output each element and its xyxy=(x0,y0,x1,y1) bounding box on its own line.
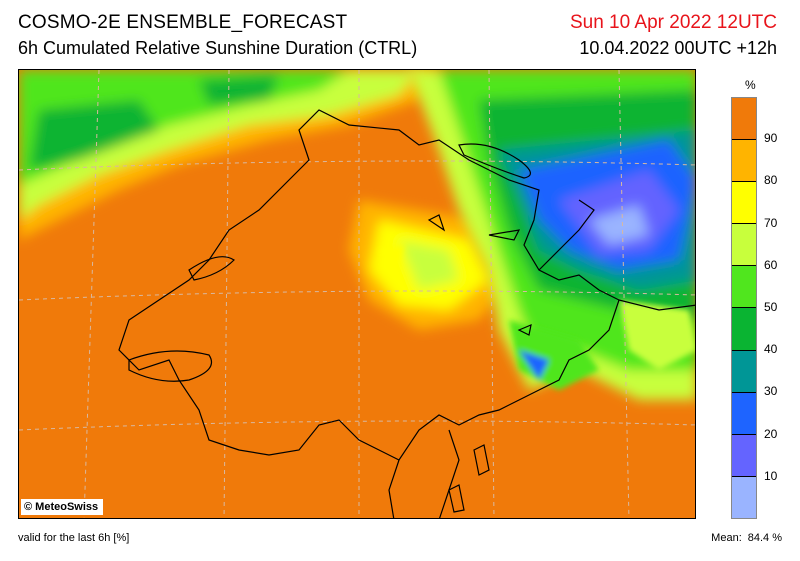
cloud-field-south xyxy=(379,245,695,390)
copyright-label: © MeteoSwiss xyxy=(21,499,104,515)
colorbar-segment xyxy=(732,182,756,225)
map-canvas xyxy=(19,70,695,518)
colorbar xyxy=(731,97,757,519)
colorbar-segment xyxy=(732,266,756,309)
colorbar-unit: % xyxy=(745,78,756,92)
colorbar-tick-label: 70 xyxy=(764,215,778,230)
chart-title: COSMO-2E ENSEMBLE_FORECAST xyxy=(18,12,348,33)
cloud-field-east xyxy=(409,70,695,400)
colorbar-tick-label: 50 xyxy=(764,300,778,314)
lat-lon-grid xyxy=(19,70,695,518)
cloud-field-north xyxy=(19,70,439,240)
lakes xyxy=(128,143,532,513)
colorbar-segment xyxy=(732,434,756,477)
run-time: 10.04.2022 00UTC +12h xyxy=(579,38,777,58)
mean-readout: Mean: 84.4 % xyxy=(705,532,782,544)
colorbar-tick-label: 90 xyxy=(764,131,778,146)
colorbar-segment xyxy=(732,392,756,435)
forecast-map[interactable]: © MeteoSwiss xyxy=(18,69,696,519)
valid-note: valid for the last 6h [%] xyxy=(18,532,130,544)
colorbar-tick-label: 20 xyxy=(764,426,778,441)
colorbar-tick-label: 40 xyxy=(764,342,778,357)
colorbar-tick-label: 30 xyxy=(764,384,778,399)
colorbar-segment xyxy=(732,140,756,183)
country-borders xyxy=(118,109,695,518)
chart-subtitle: 6h Cumulated Relative Sunshine Duration … xyxy=(18,38,418,58)
mean-label: Mean: xyxy=(711,532,742,544)
colorbar-segment xyxy=(732,476,756,518)
colorbar-tick-label: 80 xyxy=(764,173,778,188)
colorbar-segment xyxy=(732,224,756,267)
mean-value: 84.4 % xyxy=(747,532,782,544)
valid-time: Sun 10 Apr 2022 12UTC xyxy=(569,12,777,33)
colorbar-tick-label: 10 xyxy=(764,468,778,483)
colorbar-segment xyxy=(732,350,756,393)
colorbar-tick-label: 60 xyxy=(764,257,778,272)
colorbar-segment xyxy=(732,98,756,141)
colorbar-segment xyxy=(732,308,756,351)
